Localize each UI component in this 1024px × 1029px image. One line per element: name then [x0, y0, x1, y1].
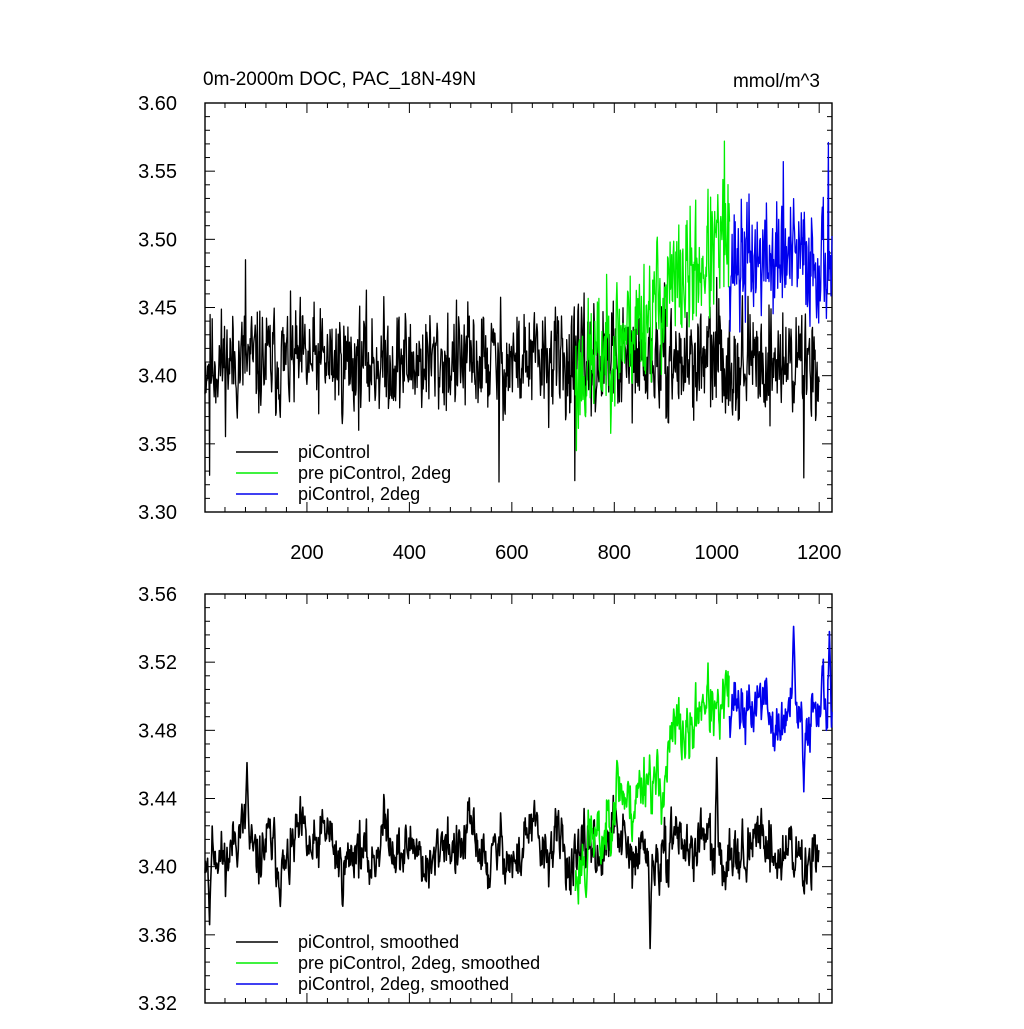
y-tick-label: 3.44	[138, 789, 177, 811]
y-tick-label: 3.48	[138, 720, 177, 742]
x-tick-label: 800	[598, 542, 631, 564]
series-line-2-1	[204, 756, 820, 950]
units-label: mmol/m^3	[733, 71, 820, 92]
x-tick-label: 1200	[797, 542, 842, 564]
legend-entry: piControl, 2deg, smoothed	[298, 974, 509, 994]
legend-entry: pre piControl, 2deg	[298, 463, 451, 483]
y-tick-label: 3.36	[138, 925, 177, 947]
series-line-2-2	[574, 662, 730, 905]
y-tick-label: 3.30	[138, 502, 177, 524]
legend-entry: piControl	[298, 442, 370, 462]
x-tick-label: 200	[290, 542, 323, 564]
y-tick-label: 3.35	[138, 434, 177, 456]
y-tick-label: 3.40	[138, 366, 177, 388]
series-line-2-3	[728, 625, 833, 793]
y-tick-label: 3.52	[138, 652, 177, 674]
x-tick-label: 600	[495, 542, 528, 564]
x-tick-label: 400	[393, 542, 426, 564]
y-tick-label: 3.45	[138, 298, 177, 320]
y-tick-label: 3.60	[138, 93, 177, 115]
x-tick-label: 1000	[694, 542, 739, 564]
series-line-1-1	[204, 259, 820, 483]
legend-entry: piControl, 2deg	[298, 484, 420, 504]
y-tick-label: 3.55	[138, 161, 177, 183]
legend-entry: pre piControl, 2deg, smoothed	[298, 953, 540, 973]
legend-entry: piControl, smoothed	[298, 932, 459, 952]
y-tick-label: 3.50	[138, 229, 177, 251]
y-tick-label: 3.32	[138, 993, 177, 1015]
series-line-1-3	[728, 141, 833, 333]
y-tick-label: 3.56	[138, 584, 177, 606]
series-line-1-2	[574, 140, 731, 452]
chart-title: 0m-2000m DOC, PAC_18N-49N	[203, 69, 476, 90]
y-tick-label: 3.40	[138, 857, 177, 879]
